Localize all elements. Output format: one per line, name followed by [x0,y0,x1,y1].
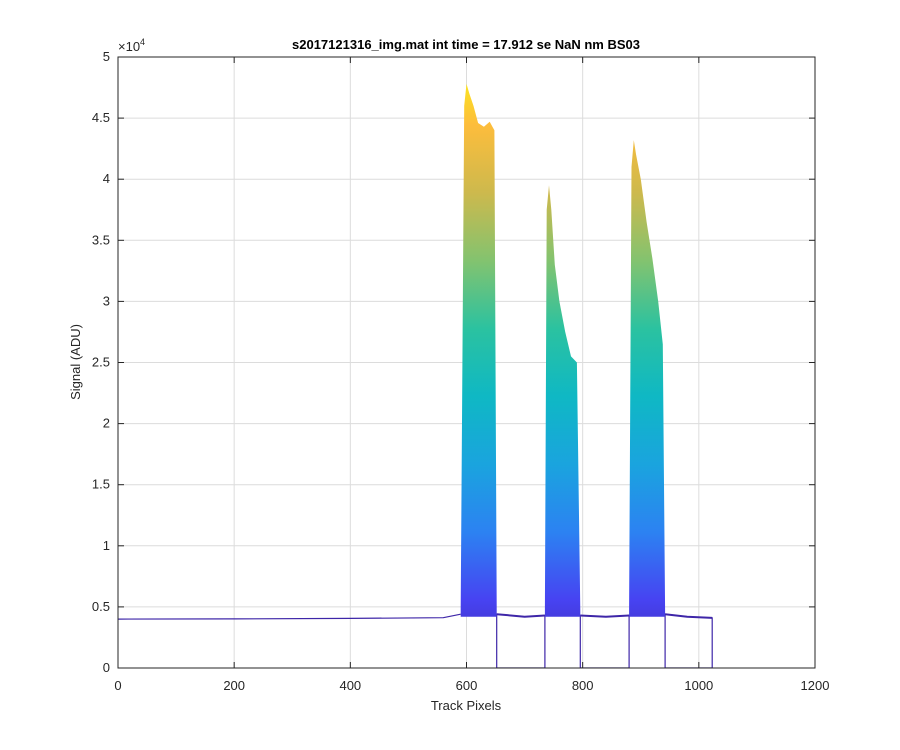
x-tick-label: 0 [114,678,121,693]
gap-line [664,613,713,619]
x-tick-label: 200 [223,678,245,693]
y-tick-label: 3.5 [92,232,110,247]
y-tick-label: 2.5 [92,355,110,370]
y-tick-label: 0.5 [92,599,110,614]
y-tick-label: 1.5 [92,477,110,492]
y-tick-label: 1 [103,538,110,553]
chart-title: s2017121316_img.mat int time = 17.912 se… [292,37,640,52]
ticks [117,56,816,669]
y-tick-label: 5 [103,49,110,64]
x-tick-label: 400 [339,678,361,693]
y-tick-label: 4 [103,171,110,186]
x-tick-label: 1200 [801,678,830,693]
y-tick-label: 2 [103,416,110,431]
tick-labels: 0 200 400 600 800 1000 1200 0 0.5 1 1.5 2 2.5 3 3.5 4 4.… [92,49,830,693]
y-axis-label: Signal (ADU) [68,324,83,400]
data-layer [118,83,713,668]
y-tick-label: 3 [103,293,110,308]
x-tick-label: 600 [456,678,478,693]
baseline-series [118,613,461,620]
y-exponent-power: 4 [140,37,145,47]
peak-2 [544,185,581,617]
y-exponent-label: ×10 [118,39,140,54]
gap-line [580,614,630,618]
peak-3 [629,140,666,617]
x-tick-label: 800 [572,678,594,693]
peak-1 [460,83,497,617]
y-tick-label: 0 [103,660,110,675]
x-axis-label: Track Pixels [431,698,502,713]
x-tick-label: 1000 [684,678,713,693]
gap-line [496,613,545,618]
y-tick-label: 4.5 [92,110,110,125]
